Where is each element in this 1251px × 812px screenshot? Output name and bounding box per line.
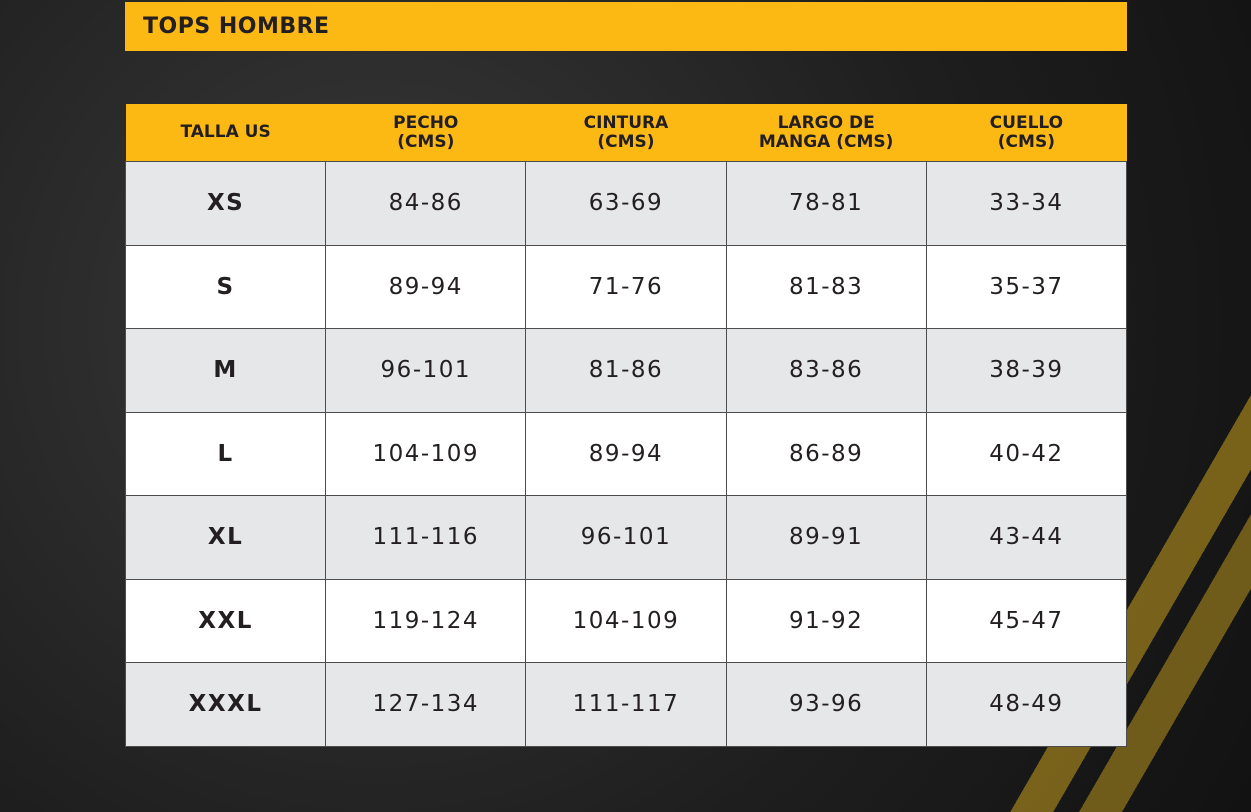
cell-neck: 38-39 bbox=[925, 328, 1128, 413]
cell-sleeve-length: 81-83 bbox=[725, 244, 927, 329]
table-row: XL 111-116 96-101 89-91 43-44 bbox=[124, 495, 1128, 580]
cell-waist: 81-86 bbox=[525, 328, 727, 413]
header-text: (CMS) bbox=[997, 131, 1055, 152]
header-row: TALLA US PECHO (CMS) CINTURA (CMS) LARGO DE MA… bbox=[125, 104, 1127, 162]
header-text: CUELLO bbox=[989, 112, 1064, 133]
cell-sleeve-length: 89-91 bbox=[725, 495, 927, 580]
cell-chest: 119-124 bbox=[325, 578, 527, 663]
cell-sleeve-length: 86-89 bbox=[725, 411, 927, 496]
cell-chest: 89-94 bbox=[325, 244, 527, 329]
table-row: M 96-101 81-86 83-86 38-39 bbox=[124, 328, 1128, 413]
header-text: TALLA US bbox=[180, 122, 271, 142]
cell-waist: 71-76 bbox=[525, 244, 727, 329]
cell-neck: 35-37 bbox=[925, 244, 1128, 329]
header-text: PECHO bbox=[393, 112, 459, 133]
table-row: XXXL 127-134 111-117 93-96 48-49 bbox=[124, 662, 1128, 747]
header-text: MANGA (CMS) bbox=[758, 131, 894, 152]
cell-waist: 89-94 bbox=[525, 411, 727, 496]
size-chart-table: TALLA US PECHO (CMS) CINTURA (CMS) LARGO DE MA… bbox=[124, 104, 1128, 747]
cell-chest: 127-134 bbox=[325, 662, 527, 747]
table-row: XS 84-86 63-69 78-81 33-34 bbox=[124, 161, 1128, 246]
column-header-waist: CINTURA (CMS) bbox=[525, 104, 727, 162]
column-header-chest: PECHO (CMS) bbox=[325, 104, 526, 162]
cell-chest: 104-109 bbox=[325, 411, 527, 496]
column-header-neck: CUELLO (CMS) bbox=[926, 104, 1127, 162]
header-text: CINTURA bbox=[583, 112, 669, 133]
page-title: TOPS HOMBRE bbox=[143, 14, 330, 39]
header-text: LARGO DE bbox=[777, 112, 875, 133]
cell-neck: 45-47 bbox=[925, 578, 1128, 663]
cell-neck: 43-44 bbox=[925, 495, 1128, 580]
cell-size: XXXL bbox=[124, 662, 327, 747]
cell-waist: 111-117 bbox=[525, 662, 727, 747]
cell-sleeve-length: 91-92 bbox=[725, 578, 927, 663]
cell-size: XS bbox=[124, 161, 327, 246]
cell-waist: 96-101 bbox=[525, 495, 727, 580]
cell-sleeve-length: 93-96 bbox=[725, 662, 927, 747]
header-text: (CMS) bbox=[397, 131, 455, 152]
cell-chest: 111-116 bbox=[325, 495, 527, 580]
cell-neck: 48-49 bbox=[925, 662, 1128, 747]
cell-waist: 63-69 bbox=[525, 161, 727, 246]
header-text: (CMS) bbox=[597, 131, 655, 152]
cell-neck: 40-42 bbox=[925, 411, 1128, 496]
title-bar: TOPS HOMBRE bbox=[125, 2, 1127, 51]
table-row: L 104-109 89-94 86-89 40-42 bbox=[124, 411, 1128, 496]
table-row: S 89-94 71-76 81-83 35-37 bbox=[124, 244, 1128, 329]
column-header-size: TALLA US bbox=[125, 104, 326, 162]
cell-size: XL bbox=[124, 495, 327, 580]
cell-sleeve-length: 83-86 bbox=[725, 328, 927, 413]
column-header-sleeve-length: LARGO DE MANGA (CMS) bbox=[726, 104, 927, 162]
cell-size: S bbox=[124, 244, 327, 329]
table-row: XXL 119-124 104-109 91-92 45-47 bbox=[124, 578, 1128, 663]
cell-waist: 104-109 bbox=[525, 578, 727, 663]
cell-chest: 96-101 bbox=[325, 328, 527, 413]
cell-size: M bbox=[124, 328, 327, 413]
cell-sleeve-length: 78-81 bbox=[725, 161, 927, 246]
cell-size: XXL bbox=[124, 578, 327, 663]
cell-chest: 84-86 bbox=[325, 161, 527, 246]
cell-neck: 33-34 bbox=[925, 161, 1128, 246]
cell-size: L bbox=[124, 411, 327, 496]
